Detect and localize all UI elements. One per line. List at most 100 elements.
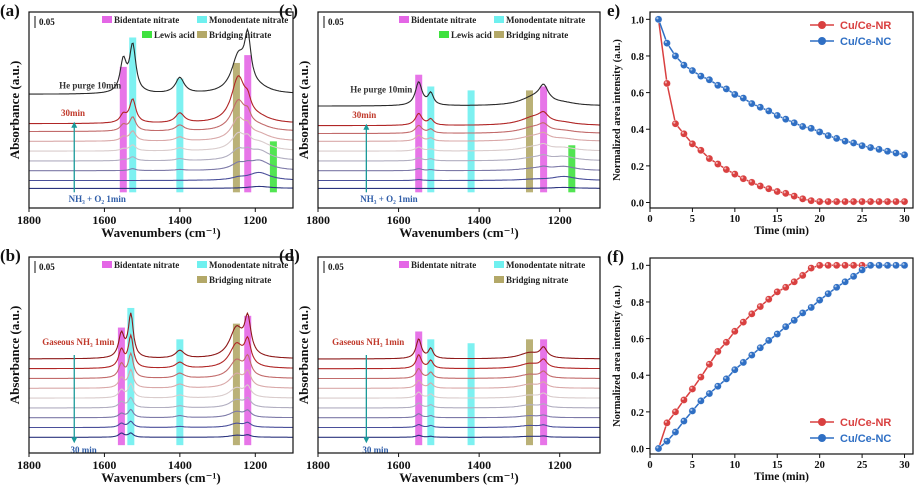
data-point	[781, 283, 790, 292]
spectrum-trace	[318, 165, 600, 172]
data-point	[756, 103, 765, 112]
data-point-highlight	[876, 263, 880, 266]
data-point-highlight	[758, 345, 761, 348]
data-point-highlight	[707, 156, 710, 159]
data-point	[815, 296, 824, 304]
data-point-highlight	[775, 289, 778, 292]
arrow-head	[71, 121, 78, 128]
x-tick-label: 20	[814, 460, 825, 471]
data-point	[731, 90, 739, 99]
data-point-highlight	[834, 263, 837, 266]
data-point	[866, 143, 875, 152]
band-bidentate-nitrate	[415, 331, 423, 446]
data-point	[680, 130, 688, 138]
data-point-highlight	[851, 140, 854, 143]
data-point	[688, 385, 697, 393]
spectrum-trace	[29, 99, 293, 133]
data-point-highlight	[783, 191, 786, 194]
spectrum-trace	[29, 185, 293, 189]
data-point-highlight	[868, 199, 871, 202]
spectrum-trace	[318, 122, 600, 135]
spectrum-trace	[29, 116, 293, 142]
band-bridging-nitrate	[232, 323, 240, 446]
data-point	[756, 343, 765, 352]
data-point	[671, 119, 680, 128]
data-point	[841, 261, 849, 270]
data-point-highlight	[715, 83, 718, 86]
data-point-highlight	[741, 319, 744, 323]
data-point-highlight	[724, 340, 727, 343]
data-point	[858, 266, 866, 274]
data-point	[756, 182, 765, 190]
y-axis-label: Absorbance (a.u.)	[296, 306, 311, 405]
data-point-highlight	[868, 263, 871, 266]
data-point-highlight	[885, 149, 888, 152]
data-point	[764, 295, 773, 304]
annotation: Gaseous NH₃ 1min	[42, 337, 114, 347]
band-bidentate-nitrate	[540, 86, 548, 193]
data-point-highlight	[800, 273, 803, 276]
data-point	[875, 261, 883, 270]
data-point	[858, 141, 866, 150]
data-point	[815, 197, 824, 206]
spectrum-trace	[29, 420, 293, 429]
data-point	[764, 336, 773, 345]
data-point-highlight	[766, 108, 769, 111]
data-point	[892, 149, 900, 157]
data-point	[714, 382, 722, 391]
x-tick-label: 1200	[243, 213, 267, 227]
band-monodentate-nitrate	[129, 37, 137, 193]
panel-label: (b)	[0, 246, 21, 265]
spectrum-trace	[29, 333, 293, 370]
data-point	[832, 261, 841, 270]
data-point	[798, 195, 807, 203]
y-tick-label: 0.0	[631, 199, 644, 210]
data-point	[654, 444, 663, 453]
x-tick-label: 1200	[548, 213, 572, 227]
data-point-highlight	[842, 138, 846, 142]
spectrum-trace	[318, 434, 600, 438]
data-point-highlight	[681, 131, 684, 134]
data-point	[764, 184, 773, 193]
x-tick-label: 20	[814, 214, 825, 225]
band-bidentate-nitrate	[119, 66, 127, 193]
x-tick-label: 1800	[306, 458, 330, 472]
data-point	[748, 178, 756, 187]
data-point	[815, 128, 824, 136]
data-point	[680, 417, 688, 425]
data-point-highlight	[732, 171, 735, 175]
arrow-head	[71, 437, 78, 444]
y-tick-label: 0.6	[631, 335, 644, 346]
data-point-highlight	[707, 362, 710, 365]
data-point-highlight	[690, 68, 693, 71]
data-point-highlight	[690, 386, 693, 389]
data-point-highlight	[715, 161, 718, 165]
plot-frame	[28, 11, 294, 209]
data-point	[832, 197, 841, 206]
annotation: NH₃ + O₂ 1min	[360, 194, 417, 204]
spectrum-trace	[318, 391, 600, 399]
x-tick-label: 10	[730, 214, 741, 225]
data-point	[841, 197, 849, 206]
panel-a: (a) 0.05 Bidentate nitrate Monodentate nitr…	[0, 1, 294, 240]
data-point	[671, 52, 680, 60]
data-point	[722, 165, 731, 174]
legend-label: Bridging nitrate	[506, 275, 568, 285]
legend-label: Monodentate nitrate	[209, 260, 288, 270]
data-point-highlight	[817, 199, 820, 202]
data-point-highlight	[783, 285, 786, 288]
annotation: 30min	[61, 108, 85, 118]
data-point-highlight	[808, 198, 812, 201]
x-tick-label: 1600	[387, 213, 411, 227]
data-point	[697, 146, 705, 155]
data-point	[773, 288, 782, 296]
legend-swatch	[399, 16, 409, 23]
x-tick-label: 15	[772, 214, 783, 225]
data-point	[798, 122, 807, 131]
data-point	[722, 375, 731, 383]
y-tick-label: 1.0	[631, 15, 644, 26]
data-point-highlight	[842, 199, 846, 202]
data-point	[875, 145, 883, 154]
data-point-highlight	[766, 338, 769, 341]
